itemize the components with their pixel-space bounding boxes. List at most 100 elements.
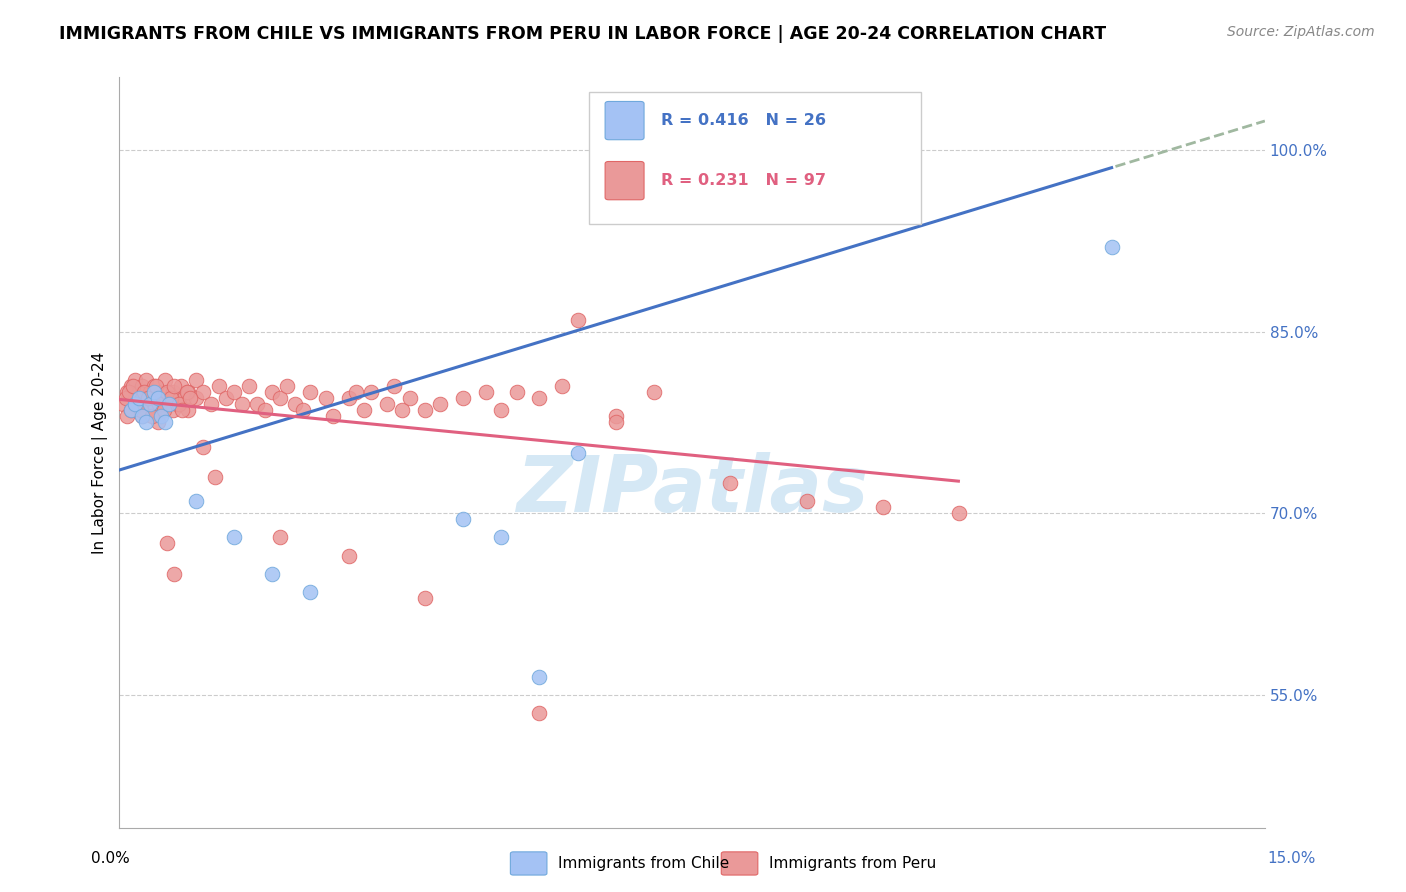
Point [128,385,150,400]
Point [718,475,741,490]
Point [681,143,703,157]
Point [120,379,142,393]
Point [131,409,153,424]
Point [413,403,436,417]
Point [337,549,360,563]
Point [269,530,291,544]
Point [262,385,284,400]
Point [179,391,201,405]
Point [128,397,150,411]
FancyBboxPatch shape [589,93,921,224]
Point [605,416,627,430]
Point [184,373,207,387]
Point [160,391,183,405]
Point [796,494,818,508]
Point [170,403,193,417]
Point [491,403,513,417]
Point [162,403,184,417]
Point [796,143,818,157]
Point [605,409,627,424]
Point [117,385,139,400]
Point [451,512,474,526]
Point [120,403,142,417]
Point [167,397,190,411]
Point [141,409,163,424]
Point [315,391,337,405]
Point [131,409,153,424]
Point [200,397,222,411]
Point [529,706,551,720]
Point [475,385,498,400]
Point [948,506,970,520]
Point [269,391,291,405]
Point [142,403,165,417]
Point [375,397,398,411]
Point [413,591,436,605]
Point [112,397,135,411]
Point [231,397,253,411]
Point [163,379,186,393]
Point [344,385,367,400]
Point [135,416,157,430]
Point [643,385,665,400]
Point [135,391,157,405]
Point [222,385,245,400]
Text: R = 0.416   N = 26: R = 0.416 N = 26 [661,113,827,128]
Point [276,379,298,393]
Point [169,379,191,393]
Point [718,197,741,211]
Point [222,530,245,544]
Point [204,470,226,484]
Point [429,397,451,411]
Point [1101,240,1123,254]
Point [124,397,146,411]
Point [291,403,314,417]
Point [157,391,180,405]
Text: 15.0%: 15.0% [1268,851,1316,865]
Point [173,391,195,405]
Point [193,385,215,400]
Point [155,373,177,387]
Point [129,403,152,417]
Point [184,494,207,508]
Point [146,416,169,430]
Point [139,397,162,411]
Point [193,440,215,454]
Point [391,403,413,417]
Point [156,536,179,550]
Point [150,385,173,400]
Point [162,385,184,400]
Point [152,403,174,417]
FancyBboxPatch shape [605,161,644,200]
Point [166,397,188,411]
Point [176,385,198,400]
Point [142,385,165,400]
Point [451,391,474,405]
Point [122,379,145,393]
Point [605,143,627,157]
Point [758,143,780,157]
Point [139,397,162,411]
Point [132,385,155,400]
Point [177,385,200,400]
Point [491,530,513,544]
Point [138,391,160,405]
Point [643,143,665,157]
Point [131,379,153,393]
Point [398,391,420,405]
Point [156,385,179,400]
Point [360,385,382,400]
Point [128,391,150,405]
Point [139,385,162,400]
Point [246,397,269,411]
Point [155,397,177,411]
Point [124,373,146,387]
Point [337,391,360,405]
Point [505,385,527,400]
Point [238,379,260,393]
Point [146,391,169,405]
Point [353,403,375,417]
Point [284,397,307,411]
Text: Source: ZipAtlas.com: Source: ZipAtlas.com [1227,25,1375,39]
Point [115,385,138,400]
